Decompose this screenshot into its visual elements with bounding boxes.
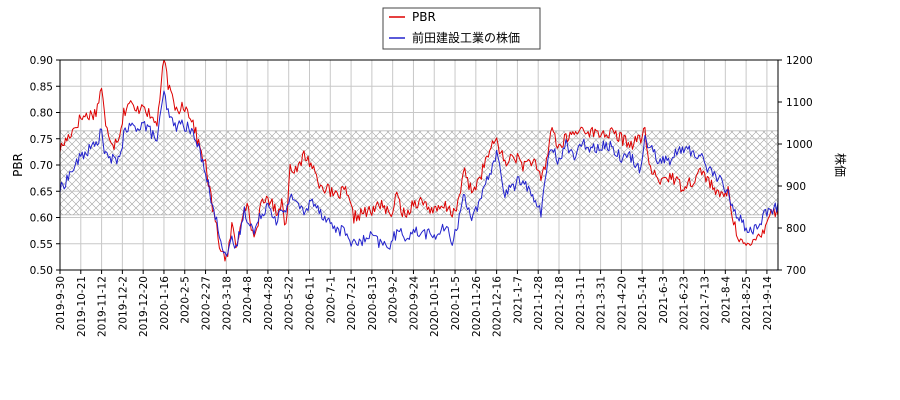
x-tick-label-2: 2019-11-12 xyxy=(97,276,109,337)
y-right-tick-label-5: 1200 xyxy=(786,55,813,67)
x-tick-label-19: 2020-11-5 xyxy=(450,276,462,330)
x-tick-label-21: 2020-12-16 xyxy=(492,276,504,337)
x-tick-label-0: 2019-9-30 xyxy=(55,276,67,330)
series-line-stock-price xyxy=(59,90,779,257)
y-left-tick-label-6: 0.80 xyxy=(30,108,53,120)
x-tick-label-3: 2019-12-2 xyxy=(117,276,129,330)
x-tick-label-28: 2021-5-14 xyxy=(637,276,649,331)
legend-box xyxy=(382,7,541,50)
x-tick-label-34: 2021-9-14 xyxy=(762,276,774,331)
x-tick-label-22: 2021-1-7 xyxy=(512,276,524,324)
y-left-tick-label-5: 0.75 xyxy=(30,134,53,146)
x-tick-label-16: 2020-9-2 xyxy=(388,276,400,324)
x-tick-label-17: 2020-9-24 xyxy=(408,276,420,331)
x-tick-label-24: 2021-2-18 xyxy=(554,276,566,330)
x-tick-label-4: 2019-12-20 xyxy=(138,276,150,337)
y-left-tick-label-7: 0.85 xyxy=(30,81,53,93)
legend-label-pbr: PBR xyxy=(412,10,436,24)
y-right-axis-label: 株価 xyxy=(833,153,848,177)
y-left-axis-ticks: 0.50 0.55 0.60 0.65 0.70 0.75 0.80 0.85 0.90 xyxy=(30,55,60,277)
x-tick-label-29: 2021-6-3 xyxy=(658,276,670,324)
y-left-tick-label-4: 0.70 xyxy=(30,160,53,172)
x-tick-label-31: 2021-7-13 xyxy=(700,276,712,330)
y-left-tick-label-0: 0.50 xyxy=(30,265,53,277)
x-tick-label-5: 2020-1-16 xyxy=(159,276,171,331)
x-tick-label-8: 2020-3-18 xyxy=(221,276,233,330)
x-tick-label-27: 2021-4-20 xyxy=(616,276,628,330)
x-tick-label-30: 2021-6-23 xyxy=(679,276,691,330)
x-tick-label-14: 2020-7-21 xyxy=(346,276,358,330)
x-tick-label-20: 2020-11-26 xyxy=(471,276,483,337)
x-axis-ticks: 2019-9-30 2019-10-21 2019-11-12 2019-12-2 20… xyxy=(55,270,774,337)
x-tick-label-32: 2021-8-4 xyxy=(720,276,732,324)
x-tick-label-25: 2021-3-11 xyxy=(575,276,587,330)
legend-label-stock-price: 前田建設工業の株価 xyxy=(412,30,520,45)
x-tick-label-9: 2020-4-8 xyxy=(242,276,254,324)
y-left-tick-label-2: 0.60 xyxy=(30,213,53,225)
x-tick-label-23: 2021-1-28 xyxy=(533,276,545,330)
y-right-tick-label-0: 700 xyxy=(786,265,806,277)
x-tick-label-11: 2020-5-22 xyxy=(284,276,296,330)
x-tick-label-13: 2020-7-1 xyxy=(325,276,337,324)
y-left-tick-label-8: 0.90 xyxy=(30,55,53,67)
x-tick-label-7: 2020-2-27 xyxy=(201,276,213,330)
x-tick-label-26: 2021-3-31 xyxy=(596,276,608,330)
x-tick-label-33: 2021-8-25 xyxy=(741,276,753,330)
legend: PBR 前田建設工業の株価 xyxy=(382,7,541,50)
x-tick-label-10: 2020-4-28 xyxy=(263,276,275,330)
series-line-pbr xyxy=(59,59,779,262)
y-right-tick-label-4: 1100 xyxy=(786,97,813,109)
y-left-tick-label-3: 0.65 xyxy=(30,186,53,198)
x-tick-label-12: 2020-6-11 xyxy=(304,276,316,330)
y-left-tick-label-1: 0.55 xyxy=(30,239,53,251)
y-right-axis-ticks: 700 800 900 1000 1100 1200 xyxy=(778,55,813,277)
y-left-axis-label: PBR xyxy=(11,153,25,177)
y-right-tick-label-1: 800 xyxy=(786,223,806,235)
x-tick-label-15: 2020-8-13 xyxy=(367,276,379,330)
y-right-tick-label-3: 1000 xyxy=(786,139,813,151)
x-tick-label-1: 2019-10-21 xyxy=(76,276,88,337)
x-tick-label-6: 2020-2-5 xyxy=(180,276,192,324)
y-right-tick-label-2: 900 xyxy=(786,181,806,193)
x-tick-label-18: 2020-10-15 xyxy=(429,276,441,337)
series-lines xyxy=(59,59,779,262)
